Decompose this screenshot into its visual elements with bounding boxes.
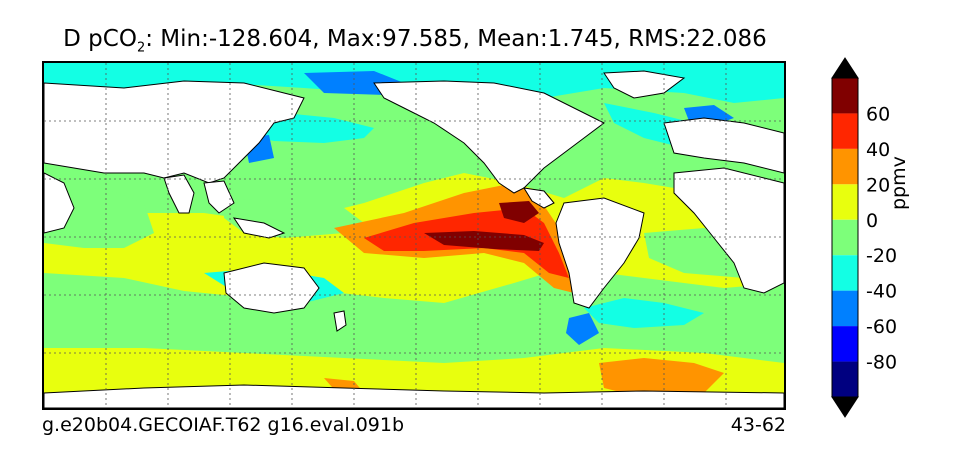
land-se-asia [203, 180, 235, 214]
land-central-america [523, 187, 555, 209]
colorbar-swatch [832, 290, 858, 327]
colorbar-tick-label: -60 [866, 316, 897, 338]
colorbar-swatch [832, 113, 858, 149]
colorbar-tick-label: -80 [866, 352, 897, 374]
land-africa [673, 167, 784, 294]
land-north-america [373, 80, 605, 194]
colorbar-tick-label: 40 [866, 139, 890, 161]
field-blue-patagonia [566, 313, 599, 345]
title-subscript: 2 [136, 40, 146, 56]
colorbar-swatch [832, 148, 858, 185]
world-map [42, 61, 786, 410]
colorbar-swatch [832, 326, 858, 362]
graticule [44, 63, 784, 408]
colorbar-ticks: 60 40 20 0 -20 -40 -60 -80 [866, 103, 897, 373]
colorbar-swatch [832, 78, 858, 114]
colorbar-tick-label: 0 [866, 210, 878, 232]
field-cyan-patagonia [584, 298, 704, 328]
land-australia [223, 262, 320, 314]
colorbar-swatch [832, 361, 858, 397]
colorbar-extend-top [831, 57, 859, 79]
field-darkred-peru [424, 231, 544, 251]
colorbar-swatches [831, 57, 859, 418]
land-antarctica [44, 384, 784, 408]
colorbar-tick-label: -20 [866, 245, 897, 267]
land-indonesia [232, 217, 286, 239]
map-title: D pCO2: Min:-128.604, Max:97.585, Mean:1… [0, 26, 830, 56]
colorbar-tick-label: -40 [866, 281, 897, 303]
title-prefix: D pCO [63, 26, 137, 52]
colorbar-swatch [832, 184, 858, 220]
colorbar-swatch [832, 219, 858, 256]
colorbar-swatch [832, 255, 858, 291]
year-range: 43-62 [730, 414, 786, 436]
land-asia-europe-north [44, 80, 305, 184]
colorbar: 60 40 20 0 -20 -40 -60 -80 [831, 57, 897, 418]
title-stats: : Min:-128.604, Max:97.585, Mean:1.745, … [145, 26, 767, 52]
run-identifier: g.e20b04.GECOIAF.T62 g16.eval.091b [42, 414, 405, 436]
land-africa-west [44, 172, 75, 234]
land-new-zealand [333, 310, 347, 332]
land-india [163, 174, 195, 214]
land-europe [663, 117, 784, 174]
field-darkred-california [499, 201, 539, 223]
colorbar-tick-label: 20 [866, 174, 890, 196]
colorbar-extend-bottom [831, 396, 859, 418]
land-south-america [555, 197, 645, 309]
field-orange-southern [599, 358, 724, 398]
colorbar-tick-label: 60 [866, 103, 890, 125]
colorbar-unit-label: ppmv [888, 156, 910, 210]
